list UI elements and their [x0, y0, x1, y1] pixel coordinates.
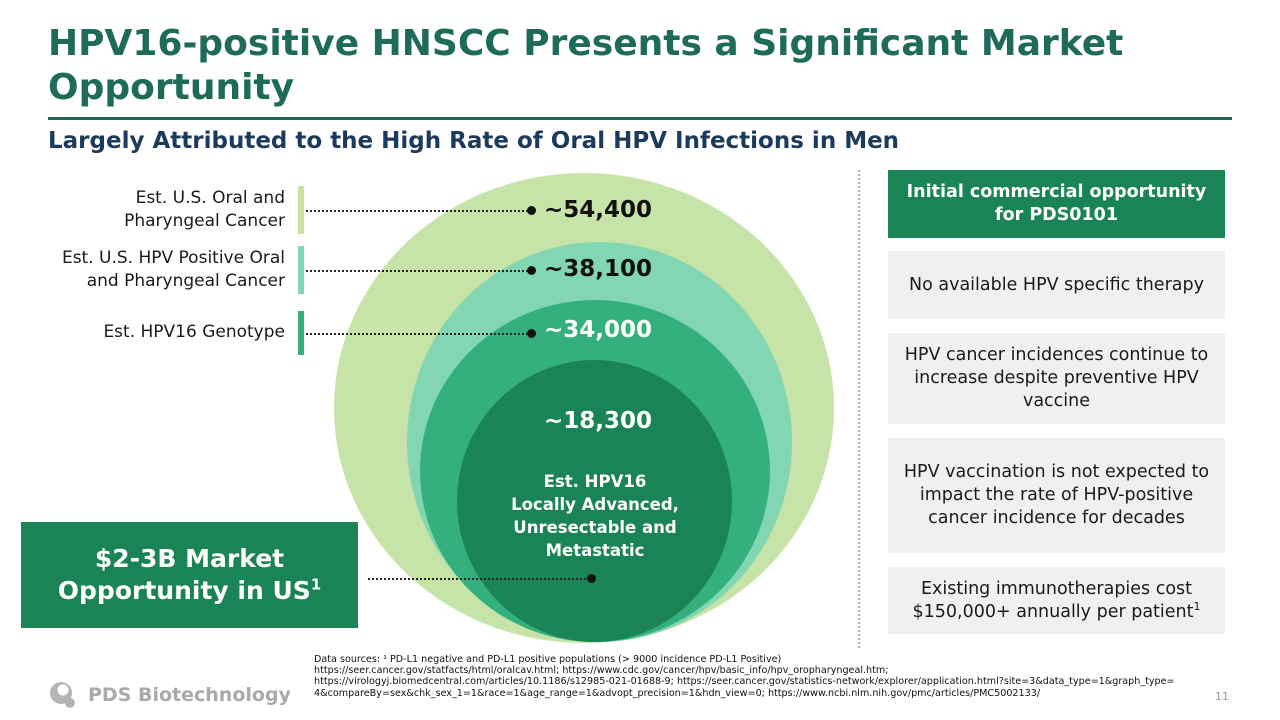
- core-circle-label: Est. HPV16 Locally Advanced, Unresectabl…: [480, 470, 710, 562]
- count-hpv16-advanced: ~18,300: [544, 408, 653, 434]
- leader-line: [368, 578, 590, 580]
- brand-name: PDS Biotechnology: [88, 684, 291, 706]
- label-line: Pharyngeal Cancer: [124, 211, 285, 231]
- label-oral-pharyngeal: Est. U.S. Oral and Pharyngeal Cancer: [124, 187, 285, 233]
- leader-dot: [587, 574, 596, 583]
- point-text: HPV vaccination is not expected to impac…: [903, 462, 1210, 528]
- market-line: $2-3B Market: [94, 544, 285, 573]
- point-text: Existing immunotherapies cost $150,000+ …: [898, 578, 1215, 624]
- point-text: HPV cancer incidences continue to increa…: [904, 345, 1209, 411]
- label-line: Est. U.S. HPV Positive Oral: [61, 248, 285, 268]
- source-line[interactable]: https://seer.cancer.gov/statfacts/html/o…: [314, 665, 889, 677]
- opportunity-header-text: Initial commercial opportunity for PDS01…: [906, 182, 1207, 225]
- count-oral-pharyngeal: ~54,400: [544, 197, 653, 223]
- market-opportunity-box: $2-3B Market Opportunity in US1: [21, 522, 358, 628]
- page-subtitle: Largely Attributed to the High Rate of O…: [48, 128, 900, 154]
- label-line: Est. HPV16 Genotype: [103, 322, 285, 342]
- label-hpv-positive: Est. U.S. HPV Positive Oral and Pharynge…: [62, 247, 285, 293]
- label-hpv16-genotype: Est. HPV16 Genotype: [103, 321, 285, 344]
- data-sources: Data sources: ¹ PD-L1 negative and PD-L1…: [314, 654, 1214, 699]
- count-hpv16-genotype: ~34,000: [544, 317, 653, 343]
- vertical-divider: [858, 170, 860, 648]
- leader-dot: [527, 206, 536, 215]
- opportunity-header-box: Initial commercial opportunity for PDS01…: [888, 170, 1225, 238]
- core-label-line: Locally Advanced,: [511, 495, 679, 514]
- point-text: No available HPV specific therapy: [909, 274, 1204, 295]
- brand-logo: PDS Biotechnology: [48, 680, 291, 710]
- point-box: No available HPV specific therapy: [888, 251, 1225, 319]
- title-divider: [48, 117, 1232, 120]
- footnote-mark: 1: [1193, 599, 1201, 613]
- count-hpv-positive: ~38,100: [544, 256, 653, 282]
- label-bar-oral-pharyngeal: [298, 186, 304, 234]
- page-number: 11: [1215, 690, 1229, 703]
- label-bar-hpv-positive: [298, 246, 304, 294]
- leader-dot: [527, 266, 536, 275]
- footnote-mark: 1: [310, 575, 322, 594]
- point-box: Existing immunotherapies cost $150,000+ …: [888, 567, 1225, 634]
- circle-hpv16-advanced: [457, 360, 732, 642]
- label-line: Est. U.S. Oral and: [135, 188, 285, 208]
- market-line-2: Opportunity in US1: [58, 575, 321, 607]
- leader-line: [306, 210, 532, 212]
- pds-logo-icon: [50, 682, 75, 708]
- core-label-line: Metastatic: [545, 541, 645, 560]
- market-line-text: Opportunity in US: [57, 576, 311, 605]
- point-box: HPV cancer incidences continue to increa…: [888, 333, 1225, 424]
- point-text-body: Existing immunotherapies cost $150,000+ …: [912, 578, 1194, 622]
- label-bar-hpv16-genotype: [298, 311, 304, 355]
- leader-dot: [527, 329, 536, 338]
- core-label-line: Unresectable and: [513, 518, 677, 537]
- source-line[interactable]: https://virologyj.biomedcentral.com/arti…: [314, 676, 1175, 688]
- source-line[interactable]: 4&compareBy=sex&chk_sex_1=1&race=1&age_r…: [314, 687, 1041, 699]
- core-label-line: Est. HPV16: [543, 472, 647, 491]
- label-line: and Pharyngeal Cancer: [86, 271, 285, 291]
- leader-line: [306, 270, 532, 272]
- source-line: Data sources: ¹ PD-L1 negative and PD-L1…: [314, 654, 782, 665]
- point-box: HPV vaccination is not expected to impac…: [888, 438, 1225, 553]
- page-title: HPV16-positive HNSCC Presents a Signific…: [48, 23, 1124, 108]
- leader-line: [306, 333, 532, 335]
